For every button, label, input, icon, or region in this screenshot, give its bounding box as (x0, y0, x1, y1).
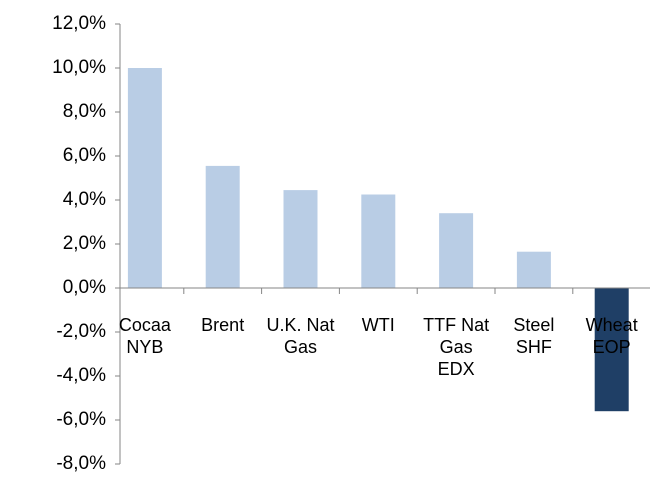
x-tick-label: Brent (201, 315, 245, 335)
y-tick-label: -8,0% (56, 453, 106, 474)
x-tick-label: WTI (361, 315, 395, 335)
x-tick-label: TTF Nat Gas EDX (423, 315, 490, 379)
x-tick-label: U.K. Nat Gas (266, 315, 335, 357)
bar (516, 251, 551, 288)
y-tick-label: 4,0% (63, 189, 106, 210)
x-tick-label: Steel SHF (513, 315, 555, 357)
bar (283, 190, 318, 288)
bar (361, 194, 396, 288)
y-tick-label: 2,0% (63, 233, 106, 254)
y-tick-label: 12,0% (52, 13, 106, 34)
x-tick-label: Cocaa NYB (118, 315, 171, 357)
bar (127, 68, 162, 288)
y-tick-label: 6,0% (63, 145, 106, 166)
bar (439, 213, 474, 288)
bar (594, 288, 629, 412)
y-tick-label: -6,0% (56, 409, 106, 430)
y-tick-label: -2,0% (56, 321, 106, 342)
y-tick-label: -4,0% (56, 365, 106, 386)
bar (205, 165, 240, 288)
x-tick-label: Wheat EOP (585, 315, 638, 357)
y-tick-label: 0,0% (63, 277, 106, 298)
y-tick-label: 8,0% (63, 101, 106, 122)
y-tick-label: 10,0% (52, 57, 106, 78)
